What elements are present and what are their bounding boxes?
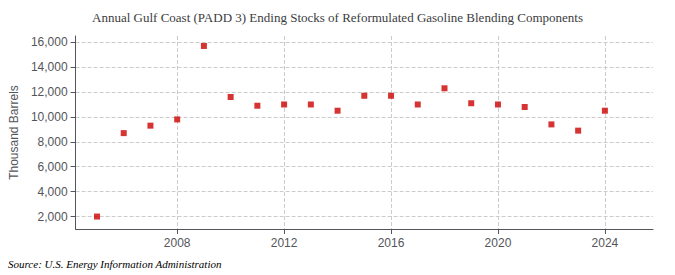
svg-text:2020: 2020 (485, 236, 512, 250)
svg-text:Thousand Barrels: Thousand Barrels (7, 85, 21, 180)
svg-text:14,000: 14,000 (31, 60, 68, 74)
svg-text:12,000: 12,000 (31, 85, 68, 99)
svg-text:4,000: 4,000 (38, 185, 68, 199)
svg-text:6,000: 6,000 (38, 160, 68, 174)
svg-text:8,000: 8,000 (38, 135, 68, 149)
svg-text:2016: 2016 (378, 236, 405, 250)
svg-text:2024: 2024 (592, 236, 619, 250)
svg-text:Annual Gulf Coast (PADD 3) End: Annual Gulf Coast (PADD 3) Ending Stocks… (92, 10, 583, 25)
svg-text:2012: 2012 (271, 236, 298, 250)
svg-text:Source: U.S. Energy Informatio: Source: U.S. Energy Information Administ… (8, 258, 222, 270)
svg-text:10,000: 10,000 (31, 110, 68, 124)
svg-text:2008: 2008 (164, 236, 191, 250)
svg-text:2,000: 2,000 (38, 210, 68, 224)
svg-text:16,000: 16,000 (31, 35, 68, 49)
